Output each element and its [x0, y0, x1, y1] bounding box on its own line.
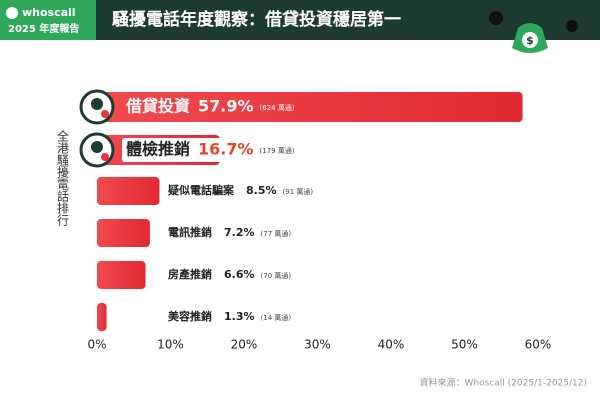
x-tick-label: 60% [525, 338, 552, 352]
category-icon-badge [101, 110, 109, 118]
brand-logo [6, 7, 18, 19]
brand-box [0, 0, 96, 40]
category-label: 電訊推銷 [168, 225, 212, 239]
x-tick-label: 10% [157, 338, 184, 352]
value-label: 7.2% [224, 226, 255, 239]
bar [97, 219, 150, 247]
bar [97, 177, 160, 205]
chart-title: 騷擾電話年度觀察：借貸投資穩居第一 [112, 9, 401, 30]
category-icon-badge [101, 153, 109, 161]
call-count-label: (77 萬通) [261, 229, 292, 238]
value-label: 57.9% [198, 97, 254, 116]
category-icon-dot [91, 141, 103, 153]
category-label: 美容推銷 [168, 309, 212, 323]
category-label: 疑似電話騙案 [168, 183, 235, 197]
svg-text:$: $ [526, 34, 534, 47]
value-label: 16.7% [198, 140, 254, 159]
x-tick-label: 50% [451, 338, 478, 352]
label-backdrop [122, 138, 322, 162]
money-bag-icon: $ [489, 11, 578, 53]
bar [97, 261, 146, 289]
category-label: 房產推銷 [168, 267, 212, 281]
x-tick-label: 20% [231, 338, 258, 352]
category-label: 體檢推銷 [126, 140, 190, 159]
bar [97, 303, 107, 331]
call-count-label: (91 萬通) [283, 187, 314, 196]
call-count-label: (624 萬通) [260, 103, 295, 112]
value-label: 6.6% [224, 268, 255, 281]
value-label: 1.3% [224, 310, 255, 323]
category-icon-dot [91, 98, 103, 110]
x-tick-label: 0% [87, 338, 106, 352]
value-label: 8.5% [246, 184, 277, 197]
source-note: 資料來源：Whoscall (2025/1-2025/12) [420, 377, 587, 389]
bar [97, 92, 523, 122]
call-count-label: (14 萬通) [261, 313, 292, 322]
y-axis-label: 全港騷擾電話排行 [56, 129, 70, 226]
category-label: 借貸投資 [125, 97, 190, 116]
brand: whoscall [22, 6, 76, 19]
report-label: 2025 年度報告 [8, 22, 79, 35]
x-tick-label: 30% [304, 338, 331, 352]
call-count-label: (179 萬通) [260, 146, 295, 155]
x-tick-label: 40% [378, 338, 405, 352]
call-count-label: (70 萬通) [261, 271, 292, 280]
